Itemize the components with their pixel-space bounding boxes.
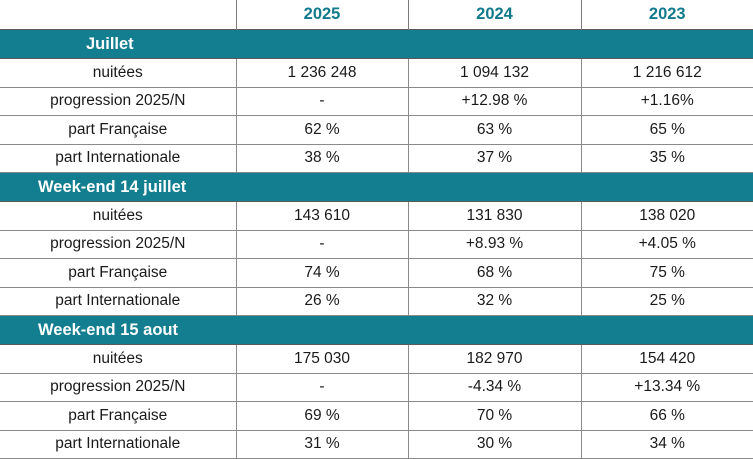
cell-2024: 68 % (407, 258, 582, 288)
column-header-label (0, 0, 236, 30)
cell-2025: 38 % (235, 143, 409, 173)
cell-2023: 65 % (580, 115, 753, 145)
cell-2024: -4.34 % (407, 372, 582, 402)
cell-2025: 31 % (235, 429, 409, 459)
table-row: part Internationale 38 % 37 % 35 % (0, 143, 753, 173)
cell-2023: 35 % (580, 143, 753, 173)
section-header-week-end-14-juillet: Week-end 14 juillet (0, 172, 753, 202)
section-header-week-end-15-aout: Week-end 15 aout (0, 315, 753, 345)
cell-2024: 37 % (407, 143, 582, 173)
cell-2023: +13.34 % (580, 372, 753, 402)
column-header-2023: 2023 (580, 0, 753, 30)
table-row: part Internationale 31 % 30 % 34 % (0, 429, 753, 459)
table-row: part Française 62 % 63 % 65 % (0, 115, 753, 145)
table-row: nuitées 175 030 182 970 154 420 (0, 344, 753, 374)
cell-2023: 75 % (580, 258, 753, 288)
cell-2025: 74 % (235, 258, 409, 288)
cell-2023: 138 020 (580, 201, 753, 231)
cell-2025: 69 % (235, 401, 409, 431)
section-header-juillet: Juillet (0, 29, 753, 59)
cell-2023: 1 216 612 (580, 58, 753, 88)
table-row: nuitées 143 610 131 830 138 020 (0, 201, 753, 231)
row-label: part Française (0, 115, 237, 145)
cell-2024: +12.98 % (407, 86, 582, 116)
cell-2024: +8.93 % (407, 229, 582, 259)
cell-2025: - (235, 86, 409, 116)
column-header-2024: 2024 (407, 0, 581, 30)
cell-2025: 62 % (235, 115, 409, 145)
table-row: nuitées 1 236 248 1 094 132 1 216 612 (0, 58, 753, 88)
column-header-2025: 2025 (235, 0, 408, 30)
row-label: part Internationale (0, 429, 237, 459)
row-label: nuitées (0, 58, 237, 88)
cell-2025: - (235, 229, 409, 259)
cell-2024: 30 % (407, 429, 582, 459)
table-row: part Internationale 26 % 32 % 25 % (0, 286, 753, 316)
cell-2023: 154 420 (580, 344, 753, 374)
row-label: nuitées (0, 344, 237, 374)
year-header-row: 2025 2024 2023 (0, 0, 753, 30)
row-label: part Internationale (0, 143, 237, 173)
cell-2024: 63 % (407, 115, 582, 145)
cell-2025: 26 % (235, 286, 409, 316)
table-row: part Française 69 % 70 % 66 % (0, 401, 753, 431)
cell-2023: +1.16% (580, 86, 753, 116)
cell-2025: 143 610 (235, 201, 409, 231)
cell-2024: 70 % (407, 401, 582, 431)
cell-2025: 1 236 248 (235, 58, 409, 88)
cell-2024: 32 % (407, 286, 582, 316)
row-label: progression 2025/N (0, 372, 237, 402)
row-label: part Internationale (0, 286, 237, 316)
table-row: progression 2025/N - +8.93 % +4.05 % (0, 229, 753, 259)
row-label: progression 2025/N (0, 86, 237, 116)
cell-2024: 1 094 132 (407, 58, 582, 88)
cell-2023: 25 % (580, 286, 753, 316)
table-row: progression 2025/N - +12.98 % +1.16% (0, 86, 753, 116)
section-title: Week-end 15 aout (38, 320, 178, 339)
row-label: progression 2025/N (0, 229, 237, 259)
cell-2023: 66 % (580, 401, 753, 431)
cell-2024: 182 970 (407, 344, 582, 374)
section-title: Juillet (86, 34, 134, 53)
cell-2023: 34 % (580, 429, 753, 459)
section-title: Week-end 14 juillet (38, 177, 187, 196)
row-label: part Française (0, 401, 237, 431)
table-row: part Française 74 % 68 % 75 % (0, 258, 753, 288)
cell-2025: - (235, 372, 409, 402)
cell-2025: 175 030 (235, 344, 409, 374)
cell-2024: 131 830 (407, 201, 582, 231)
row-label: part Française (0, 258, 237, 288)
row-label: nuitées (0, 201, 237, 231)
table-row: progression 2025/N - -4.34 % +13.34 % (0, 372, 753, 402)
cell-2023: +4.05 % (580, 229, 753, 259)
